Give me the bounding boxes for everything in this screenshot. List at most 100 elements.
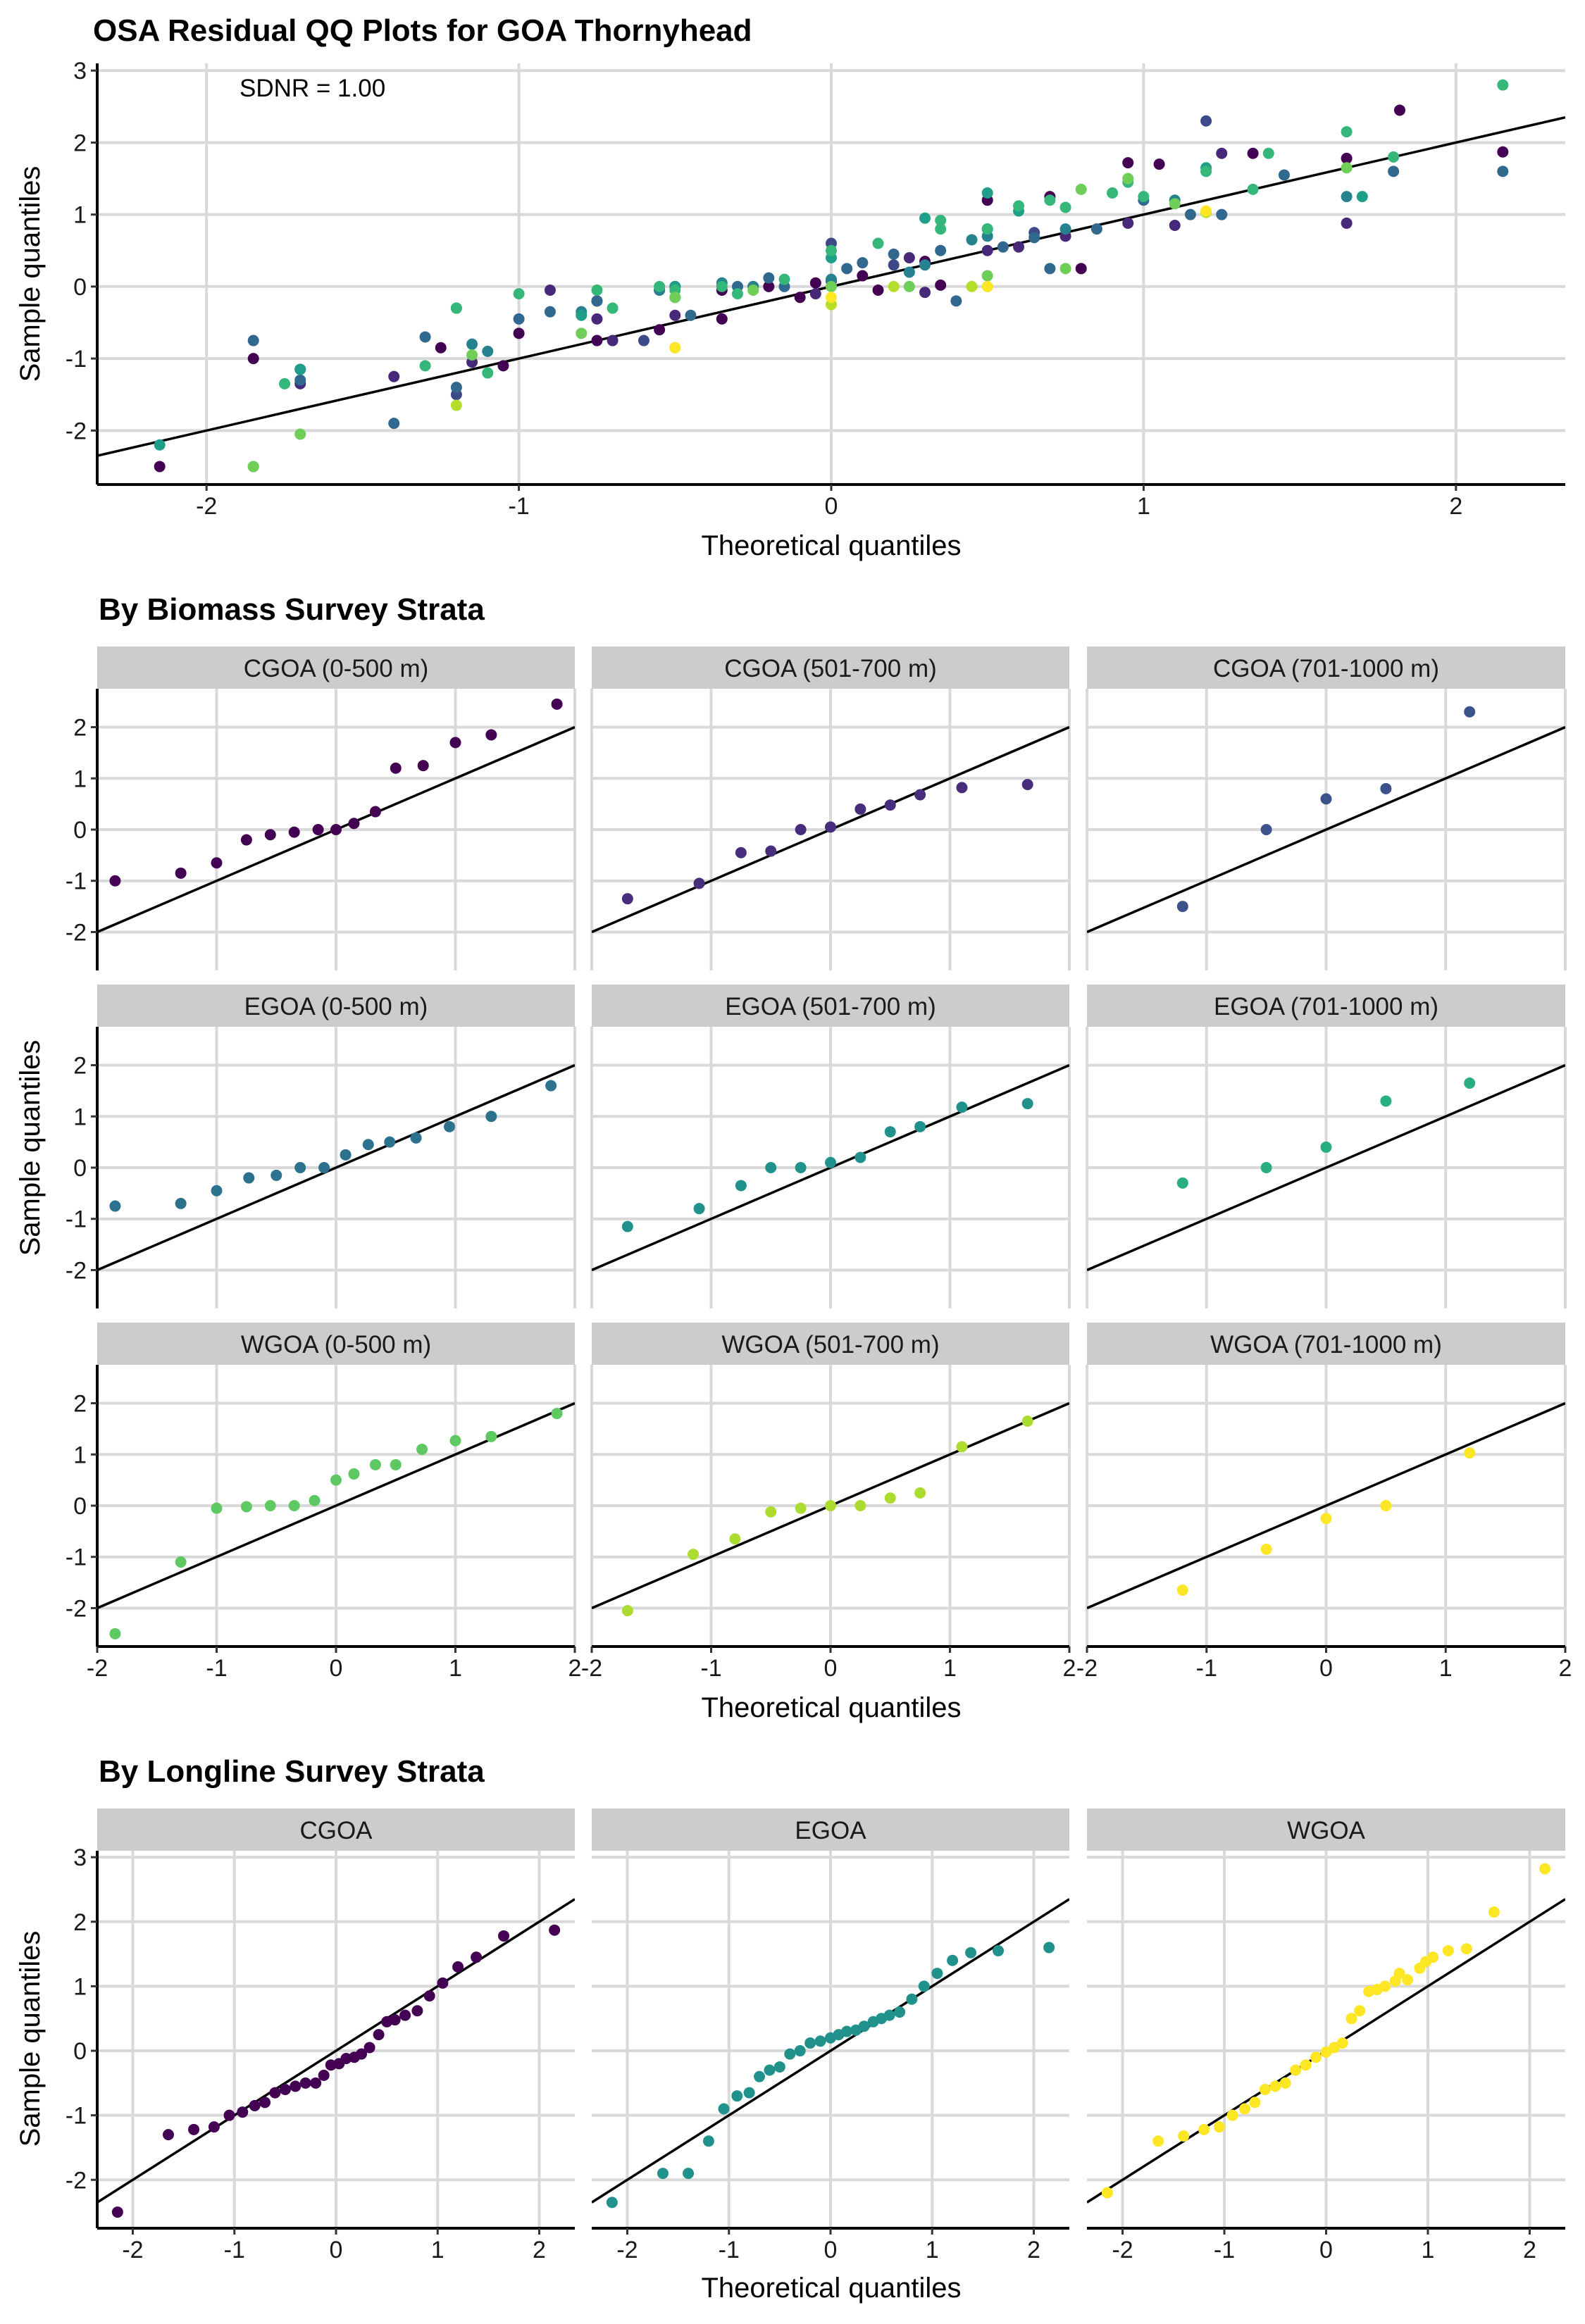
data-point (576, 327, 588, 339)
data-point (1442, 1945, 1454, 1957)
data-point (1043, 1942, 1055, 1954)
data-point (981, 280, 993, 292)
data-point (310, 2077, 322, 2089)
data-point (669, 292, 681, 304)
data-point (606, 2197, 618, 2209)
x-tick-label: 1 (431, 2237, 445, 2263)
y-tick-label: 1 (73, 202, 87, 229)
data-point (544, 306, 556, 318)
data-point (466, 338, 478, 350)
x-tick-label: -1 (719, 2237, 740, 2263)
data-point (1260, 1162, 1272, 1173)
data-point (1269, 2080, 1281, 2092)
data-point (1388, 165, 1400, 177)
y-tick-label: 1 (73, 1442, 87, 1468)
data-point (1380, 1500, 1392, 1511)
data-point (1336, 2037, 1348, 2049)
data-point (482, 345, 494, 357)
data-point (1044, 263, 1056, 275)
data-point (1226, 2109, 1238, 2121)
data-point (513, 327, 525, 339)
facet-strip-label: CGOA (701-1000 m) (1213, 655, 1439, 682)
data-point (1460, 1943, 1472, 1955)
data-point (654, 280, 666, 292)
data-point (804, 2037, 816, 2049)
biomass-facet-8: -2 -1 0 1 2 (1076, 1365, 1572, 1682)
data-point (388, 370, 400, 382)
data-point (109, 875, 121, 887)
data-point (888, 280, 900, 292)
data-point (784, 2048, 796, 2060)
data-point (794, 2045, 806, 2057)
data-point (419, 331, 431, 343)
data-point (551, 698, 563, 710)
data-point (294, 374, 306, 386)
x-axis-title: Theoretical quantiles (701, 2273, 961, 2304)
data-point (1075, 263, 1087, 275)
data-point (903, 280, 915, 292)
x-tick-label: 2 (1449, 493, 1462, 520)
data-point (389, 2014, 401, 2026)
data-point (1013, 241, 1025, 253)
data-point (1354, 2005, 1366, 2017)
data-point (1178, 2130, 1190, 2142)
biomass-facet-0: -2 -1 0 1 2 (66, 689, 576, 970)
data-point (1464, 1447, 1476, 1459)
x-tick-label: -2 (122, 2237, 143, 2263)
data-point (1021, 1098, 1033, 1110)
data-point (471, 1951, 483, 1963)
data-point (718, 2103, 730, 2115)
biomass-facet-3: -2 -1 0 1 2 (66, 1027, 576, 1308)
data-point (935, 214, 947, 226)
data-point (247, 335, 259, 346)
data-point (247, 461, 259, 473)
data-point (764, 2064, 776, 2076)
reference-line (592, 1898, 1069, 2204)
data-point (993, 1945, 1005, 1957)
data-point (485, 1111, 497, 1123)
biomass-facet-2 (1086, 689, 1567, 970)
data-point (765, 845, 777, 857)
data-point (288, 826, 300, 838)
data-point (1345, 2013, 1357, 2025)
facet-strip-label: CGOA (0-500 m) (244, 655, 429, 682)
data-point (549, 1924, 561, 1936)
data-point (1464, 706, 1476, 718)
data-point (693, 1203, 705, 1215)
x-tick-label: -2 (196, 493, 217, 520)
facet-strip-label: CGOA (299, 1817, 373, 1844)
data-point (778, 273, 790, 285)
data-point (1200, 165, 1212, 177)
data-point (607, 335, 619, 346)
data-point (497, 360, 509, 372)
data-point (1122, 217, 1134, 229)
data-point (545, 1080, 557, 1092)
data-point (485, 1430, 497, 1442)
data-point (858, 2020, 870, 2032)
y-tick-label: -2 (66, 418, 87, 444)
data-point (716, 280, 728, 292)
data-point (312, 824, 324, 835)
data-point (683, 2168, 695, 2180)
data-point (111, 2206, 123, 2218)
data-point (1200, 115, 1212, 127)
data-point (1184, 208, 1196, 220)
data-point (688, 1549, 700, 1561)
data-point (1464, 1077, 1476, 1089)
data-point (264, 829, 276, 841)
data-point (702, 2135, 714, 2147)
data-point (309, 1494, 321, 1506)
data-point (654, 324, 666, 336)
data-point (1539, 1863, 1551, 1875)
data-point (162, 2129, 174, 2141)
facet-strip-label: WGOA (0-500 m) (241, 1331, 431, 1358)
data-point (449, 737, 461, 749)
data-point (435, 342, 447, 354)
x-tick-label: 2 (533, 2237, 546, 2263)
data-point (854, 1151, 866, 1163)
facet-strip-label: WGOA (501-700 m) (721, 1331, 939, 1358)
data-point (373, 2029, 385, 2041)
data-point (1101, 2187, 1113, 2199)
data-point (795, 1162, 807, 1173)
